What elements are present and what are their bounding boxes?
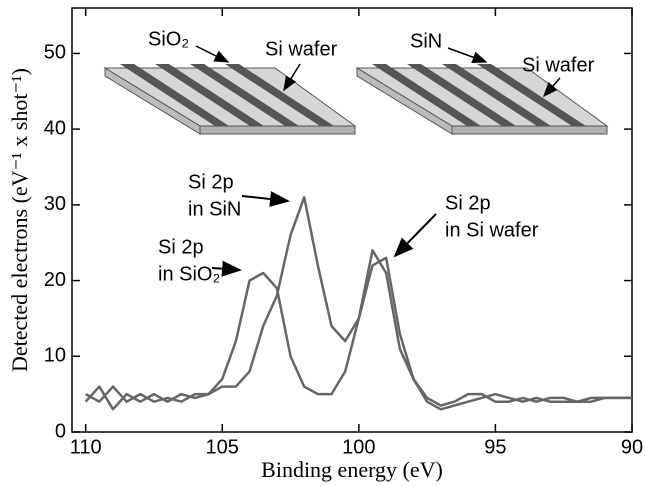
annotation: in SiN bbox=[188, 198, 241, 220]
y-tick-label: 20 bbox=[44, 269, 66, 291]
x-tick-label: 95 bbox=[484, 436, 506, 458]
inset-label: SiO₂ bbox=[148, 28, 189, 50]
y-tick-label: 50 bbox=[44, 42, 66, 64]
inset-sin bbox=[355, 47, 609, 135]
annotation: in SiO₂ bbox=[158, 263, 220, 285]
x-axis-label: Binding energy (eV) bbox=[261, 457, 443, 482]
inset-label: Si wafer bbox=[522, 54, 595, 76]
annotation: Si 2p bbox=[188, 171, 234, 193]
y-tick-label: 0 bbox=[55, 420, 66, 442]
data-line bbox=[84, 256, 632, 411]
inset-label: SiN bbox=[410, 30, 442, 52]
data-line bbox=[85, 196, 632, 407]
x-tick-label: 105 bbox=[206, 436, 239, 458]
y-tick-label: 40 bbox=[44, 117, 66, 139]
x-tick-label: 110 bbox=[70, 436, 102, 458]
plot-frame bbox=[71, 7, 633, 433]
annotation: Si 2p bbox=[445, 192, 491, 214]
x-tick-label: 90 bbox=[621, 436, 643, 458]
annotation: in Si wafer bbox=[445, 219, 539, 241]
inset-sio2 bbox=[103, 45, 357, 135]
x-tick-label: 100 bbox=[342, 436, 375, 458]
y-tick-label: 30 bbox=[44, 193, 66, 215]
annotation: Si 2p bbox=[158, 236, 204, 258]
inset-label: Si wafer bbox=[265, 38, 338, 60]
y-axis-label: Detected electrons (eV⁻¹ x shot⁻¹) bbox=[7, 68, 32, 372]
annotation-arrows bbox=[211, 191, 437, 277]
y-tick-label: 10 bbox=[44, 345, 66, 367]
